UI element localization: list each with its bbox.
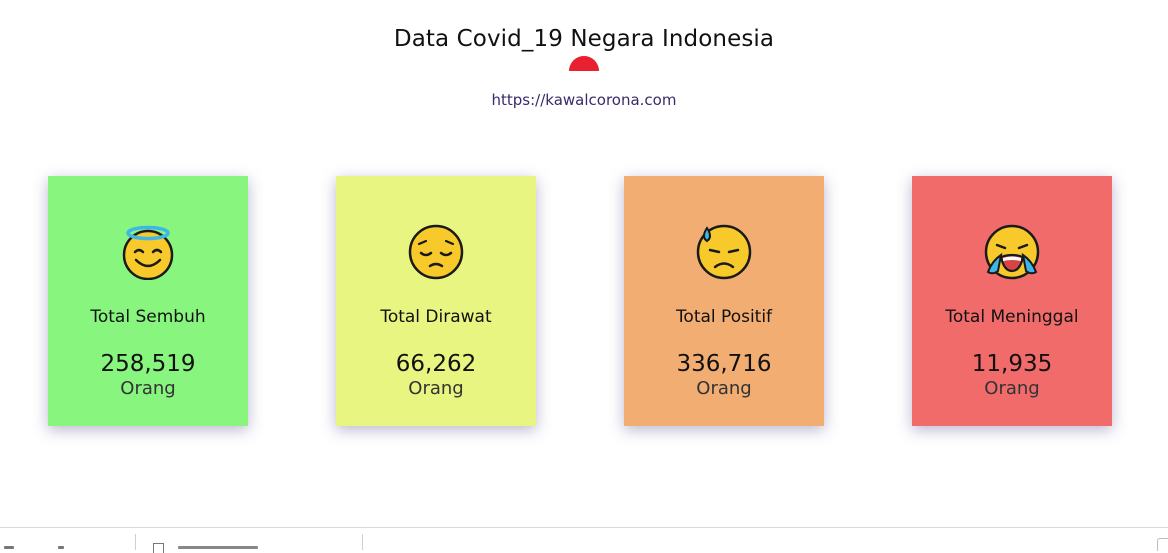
page-header: Data Covid_19 Negara Indonesia https://k… — [0, 22, 1168, 109]
card-unit: Orang — [408, 378, 464, 399]
source-link[interactable]: https://kawalcorona.com — [491, 91, 677, 109]
card-unit: Orang — [984, 378, 1040, 399]
browser-download-bar — [0, 527, 1168, 553]
pensive-face-icon — [408, 224, 464, 280]
card-value: 66,262 — [395, 351, 477, 377]
card-total-positif: Total Positif 336,716 Orang — [624, 176, 824, 426]
card-label: Total Dirawat — [380, 307, 492, 327]
download-item-fragment — [178, 546, 258, 549]
card-unit: Orang — [696, 378, 752, 399]
panel-corner — [1157, 538, 1168, 551]
card-unit: Orang — [120, 378, 176, 399]
download-item-fragment — [4, 546, 14, 549]
card-total-meninggal: Total Meninggal 11,935 Orang — [912, 176, 1112, 426]
indonesia-flag-icon — [559, 56, 609, 88]
card-label: Total Positif — [675, 307, 773, 327]
divider — [362, 534, 363, 550]
divider — [135, 534, 136, 550]
card-label: Total Sembuh — [90, 307, 206, 327]
card-value: 336,716 — [676, 351, 772, 377]
page-title: Data Covid_19 Negara Indonesia — [393, 26, 775, 52]
card-total-dirawat: Total Dirawat 66,262 Orang — [336, 176, 536, 426]
loudly-crying-face-icon — [984, 224, 1040, 280]
card-value: 258,519 — [100, 351, 196, 377]
card-label: Total Meninggal — [945, 307, 1079, 327]
downcast-face-with-sweat-icon — [696, 224, 752, 280]
file-icon[interactable] — [153, 543, 164, 553]
card-value: 11,935 — [971, 351, 1053, 377]
download-item-fragment — [58, 546, 64, 549]
smiling-face-with-halo-icon — [122, 225, 174, 280]
card-total-sembuh: Total Sembuh 258,519 Orang — [48, 176, 248, 426]
